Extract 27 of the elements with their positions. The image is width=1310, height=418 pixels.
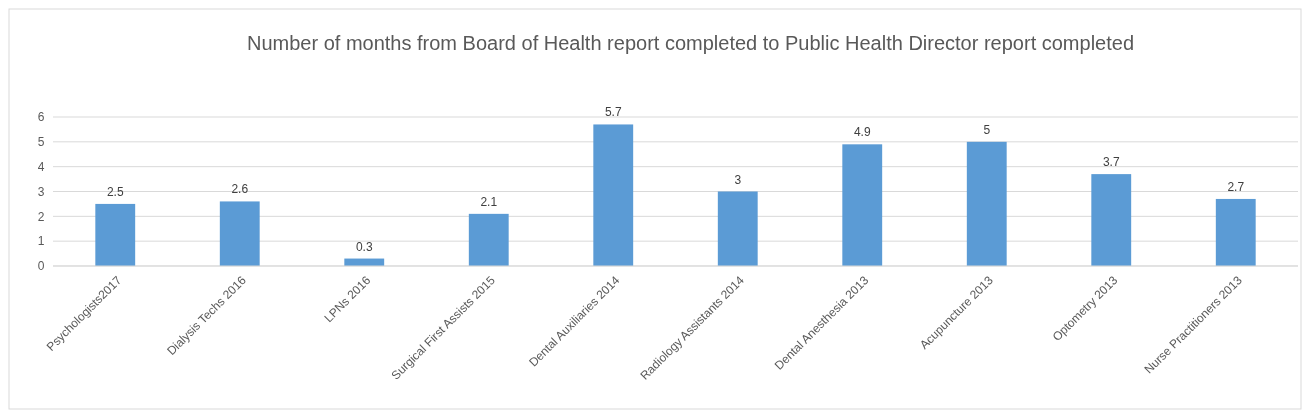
data-label: 2.6 bbox=[231, 182, 249, 197]
y-tick-label: 1 bbox=[37, 234, 45, 249]
bar bbox=[842, 144, 883, 266]
y-tick-label: 5 bbox=[37, 135, 45, 150]
data-label: 2.1 bbox=[480, 194, 498, 209]
bar bbox=[468, 213, 509, 266]
data-label: 4.9 bbox=[853, 125, 871, 140]
data-label: 3 bbox=[734, 172, 742, 187]
y-tick-label: 2 bbox=[37, 209, 45, 224]
y-tick-label: 4 bbox=[37, 159, 45, 174]
bar bbox=[717, 191, 758, 266]
y-tick-label: 3 bbox=[37, 184, 45, 199]
data-label: 5 bbox=[983, 122, 991, 137]
bar bbox=[1215, 198, 1256, 266]
data-label: 2.7 bbox=[1227, 179, 1245, 194]
data-label: 0.3 bbox=[355, 239, 373, 254]
bar bbox=[966, 141, 1007, 266]
data-label: 2.5 bbox=[106, 184, 124, 199]
bar bbox=[219, 201, 260, 266]
data-label: 5.7 bbox=[604, 105, 622, 120]
bar bbox=[1091, 174, 1132, 266]
y-tick-label: 0 bbox=[37, 259, 45, 274]
chart-title: Number of months from Board of Health report completed to Public Health Director report completed bbox=[246, 32, 1135, 54]
y-tick-label: 6 bbox=[37, 110, 45, 125]
bar bbox=[95, 203, 136, 266]
bar bbox=[593, 124, 634, 266]
data-label: 3.7 bbox=[1102, 155, 1120, 170]
